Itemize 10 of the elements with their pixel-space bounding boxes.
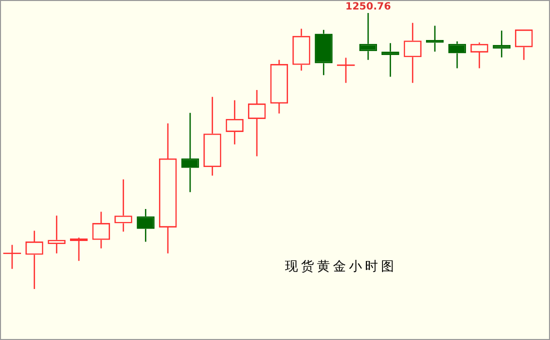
candlestick [448,40,466,69]
candlestick [314,29,333,76]
candlestick [2,244,22,270]
annotation: 1250.76 [345,2,391,13]
candlestick [492,30,511,58]
candlestick [359,12,378,61]
candlestick [181,112,200,193]
candlestick [336,57,356,84]
candlestick [70,237,88,262]
annotation: 现货黄金小时图 [285,259,397,274]
